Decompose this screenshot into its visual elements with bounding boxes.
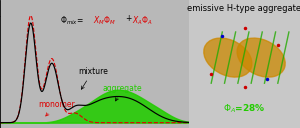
Text: emissive H-type aggregate: emissive H-type aggregate (188, 4, 300, 13)
Text: mixture: mixture (78, 67, 108, 89)
Ellipse shape (237, 38, 285, 77)
Ellipse shape (204, 38, 252, 77)
Text: $X_A\Phi_A$: $X_A\Phi_A$ (132, 14, 153, 27)
Text: monomer: monomer (38, 100, 75, 116)
Text: aggregate: aggregate (103, 84, 142, 101)
Text: $\Phi_{mix}$=: $\Phi_{mix}$= (61, 14, 84, 27)
Text: +: + (125, 14, 131, 23)
Text: $\Phi_A$=28%: $\Phi_A$=28% (223, 103, 266, 115)
Text: $X_M\Phi_M$: $X_M\Phi_M$ (93, 14, 116, 27)
